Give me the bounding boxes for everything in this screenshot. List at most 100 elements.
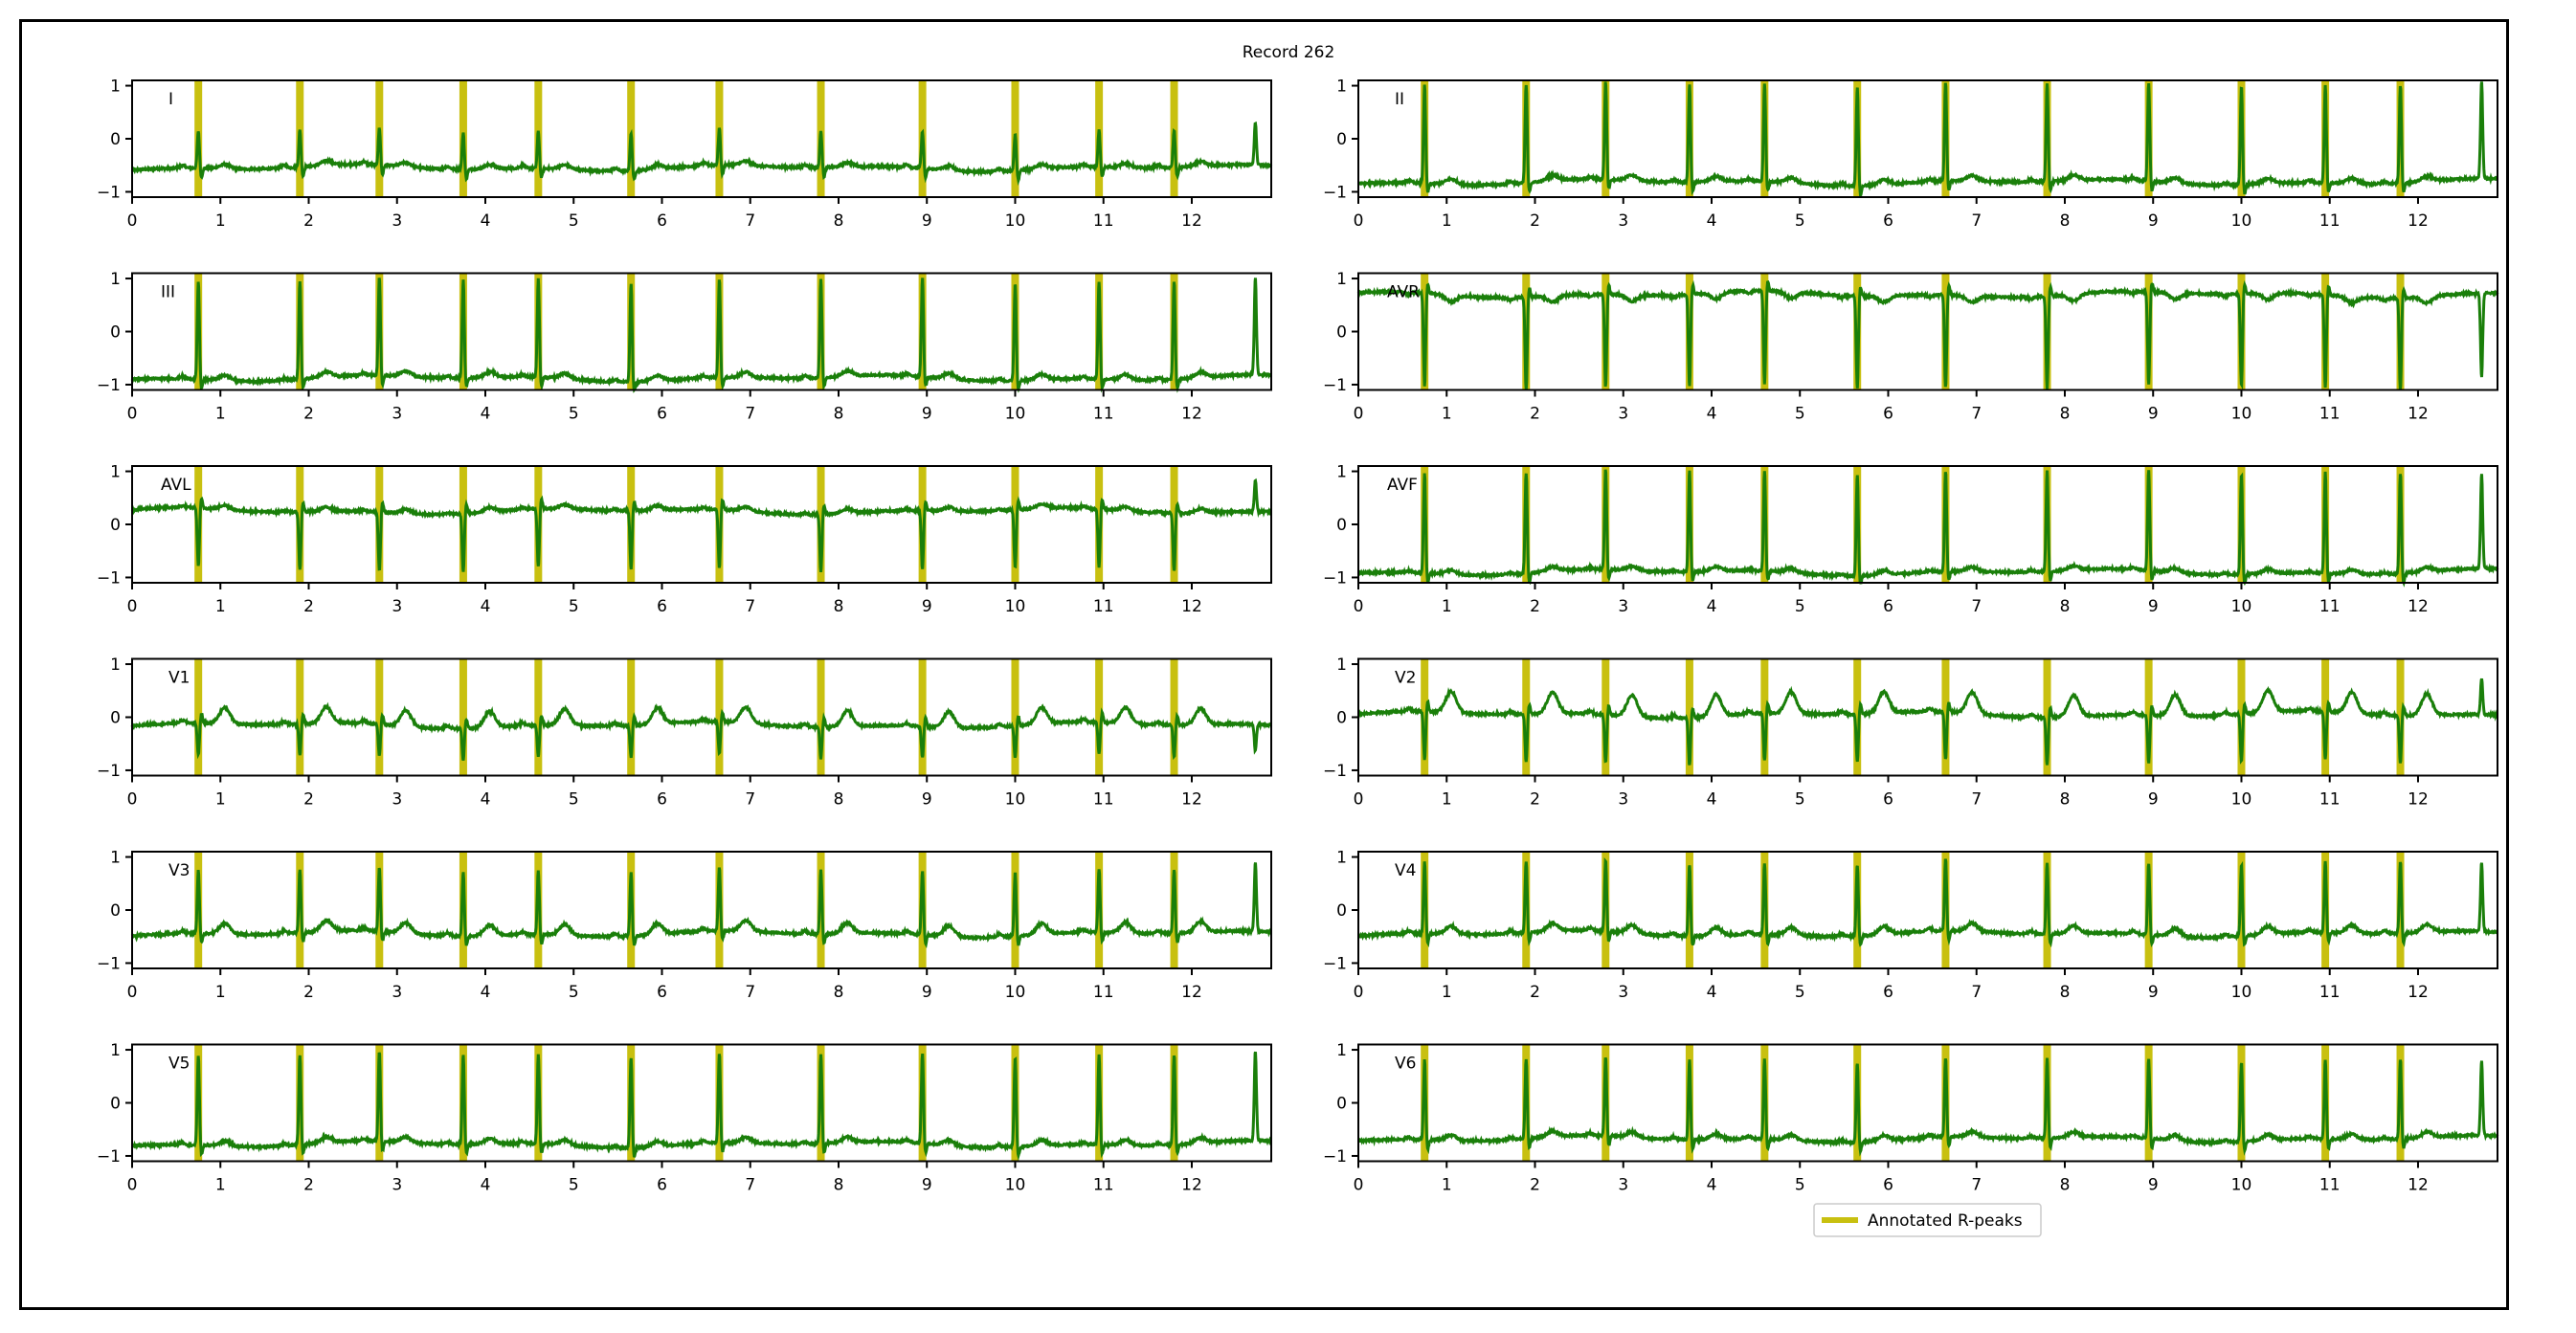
x-tick-label: 9 <box>2148 405 2159 424</box>
x-tick-label: 1 <box>1442 405 1452 424</box>
x-tick-label: 10 <box>2231 405 2252 424</box>
x-tick-label: 4 <box>1707 983 1717 1002</box>
ecg-series-line <box>130 121 1273 187</box>
x-tick-label: 2 <box>1530 983 1540 1002</box>
x-tick-label: 0 <box>127 1176 138 1195</box>
x-tick-label: 4 <box>481 1176 491 1195</box>
x-tick-label: 3 <box>1618 1176 1628 1195</box>
x-tick-label: 11 <box>2319 790 2341 810</box>
x-tick-label: 6 <box>657 790 667 810</box>
x-tick-label: 5 <box>1795 211 1805 231</box>
y-tick-label: 1 <box>110 849 121 868</box>
ecg-series-line <box>131 1051 1273 1162</box>
y-tick-label: −1 <box>97 376 121 395</box>
x-tick-label: 12 <box>1181 790 1202 810</box>
y-tick-label: −1 <box>1323 376 1347 395</box>
x-tick-label: 0 <box>127 405 138 424</box>
x-tick-label: 0 <box>1354 790 1364 810</box>
y-tick-label: 1 <box>1336 463 1347 482</box>
y-tick-label: −1 <box>97 1147 121 1166</box>
x-tick-label: 7 <box>745 597 755 616</box>
x-tick-label: 0 <box>127 211 138 231</box>
x-tick-label: 9 <box>922 211 932 231</box>
x-tick-label: 10 <box>1005 790 1026 810</box>
x-tick-label: 9 <box>922 597 932 616</box>
y-tick-label: 1 <box>1336 849 1347 868</box>
y-tick-label: 0 <box>1336 709 1347 728</box>
x-tick-label: 10 <box>1005 211 1026 231</box>
x-tick-label: 4 <box>481 597 491 616</box>
x-tick-label: 6 <box>1883 790 1893 810</box>
x-tick-label: 3 <box>392 211 402 231</box>
x-tick-label: 3 <box>1618 211 1628 231</box>
y-tick-label: 0 <box>110 130 121 149</box>
x-tick-label: 9 <box>922 405 932 424</box>
lead-label: II <box>1395 90 1404 109</box>
x-tick-label: 1 <box>1442 790 1452 810</box>
y-tick-label: 1 <box>1336 78 1347 97</box>
x-tick-label: 3 <box>392 790 402 810</box>
x-tick-label: 8 <box>2060 790 2071 810</box>
x-tick-label: 8 <box>834 597 844 616</box>
y-tick-label: −1 <box>97 762 121 781</box>
x-tick-label: 11 <box>1093 983 1114 1002</box>
x-tick-label: 1 <box>215 790 226 810</box>
lead-label: V5 <box>168 1055 190 1074</box>
x-tick-label: 5 <box>569 597 579 616</box>
x-tick-label: 6 <box>657 211 667 231</box>
y-tick-label: 0 <box>1336 130 1347 149</box>
x-tick-label: 12 <box>1181 597 1202 616</box>
x-tick-label: 1 <box>215 597 226 616</box>
x-tick-label: 7 <box>1971 983 1982 1002</box>
x-tick-label: 8 <box>834 1176 844 1195</box>
x-tick-label: 11 <box>2319 211 2341 231</box>
x-tick-label: 1 <box>215 211 226 231</box>
x-tick-label: 8 <box>834 983 844 1002</box>
x-tick-label: 3 <box>392 405 402 424</box>
y-tick-label: 1 <box>110 463 121 482</box>
y-tick-label: −1 <box>1323 183 1347 202</box>
x-tick-label: 4 <box>1707 405 1717 424</box>
y-tick-label: 0 <box>1336 1095 1347 1114</box>
y-tick-label: 1 <box>1336 1041 1347 1060</box>
x-tick-label: 11 <box>1093 597 1114 616</box>
lead-label: I <box>168 90 173 109</box>
x-tick-label: 10 <box>1005 1176 1026 1195</box>
x-tick-label: 0 <box>1354 983 1364 1002</box>
y-tick-label: −1 <box>97 568 121 588</box>
lead-label: AVR <box>1387 283 1420 302</box>
x-tick-label: 8 <box>2060 983 2071 1002</box>
x-tick-label: 12 <box>2408 790 2429 810</box>
x-tick-label: 7 <box>745 1176 755 1195</box>
x-tick-label: 8 <box>2060 405 2071 424</box>
x-tick-label: 11 <box>1093 405 1114 424</box>
ecg-series-line <box>1356 469 2499 588</box>
legend: Annotated R-peaks <box>1813 1203 2042 1237</box>
x-tick-label: 5 <box>1795 983 1805 1002</box>
x-tick-label: 0 <box>1354 211 1364 231</box>
ecg-series-line <box>1357 81 2498 198</box>
x-tick-label: 2 <box>303 790 314 810</box>
x-tick-label: 2 <box>1530 211 1540 231</box>
x-tick-label: 6 <box>657 983 667 1002</box>
figure-title: Record 262 <box>1243 43 1335 62</box>
x-tick-label: 0 <box>127 597 138 616</box>
x-tick-label: 9 <box>2148 983 2159 1002</box>
x-tick-label: 7 <box>1971 405 1982 424</box>
x-tick-label: 10 <box>2231 790 2252 810</box>
x-tick-label: 0 <box>127 983 138 1002</box>
x-tick-label: 12 <box>1181 405 1202 424</box>
x-tick-label: 1 <box>215 405 226 424</box>
x-tick-label: 10 <box>2231 983 2252 1002</box>
x-tick-label: 9 <box>922 790 932 810</box>
x-tick-label: 5 <box>1795 405 1805 424</box>
y-tick-label: 0 <box>1336 323 1347 343</box>
